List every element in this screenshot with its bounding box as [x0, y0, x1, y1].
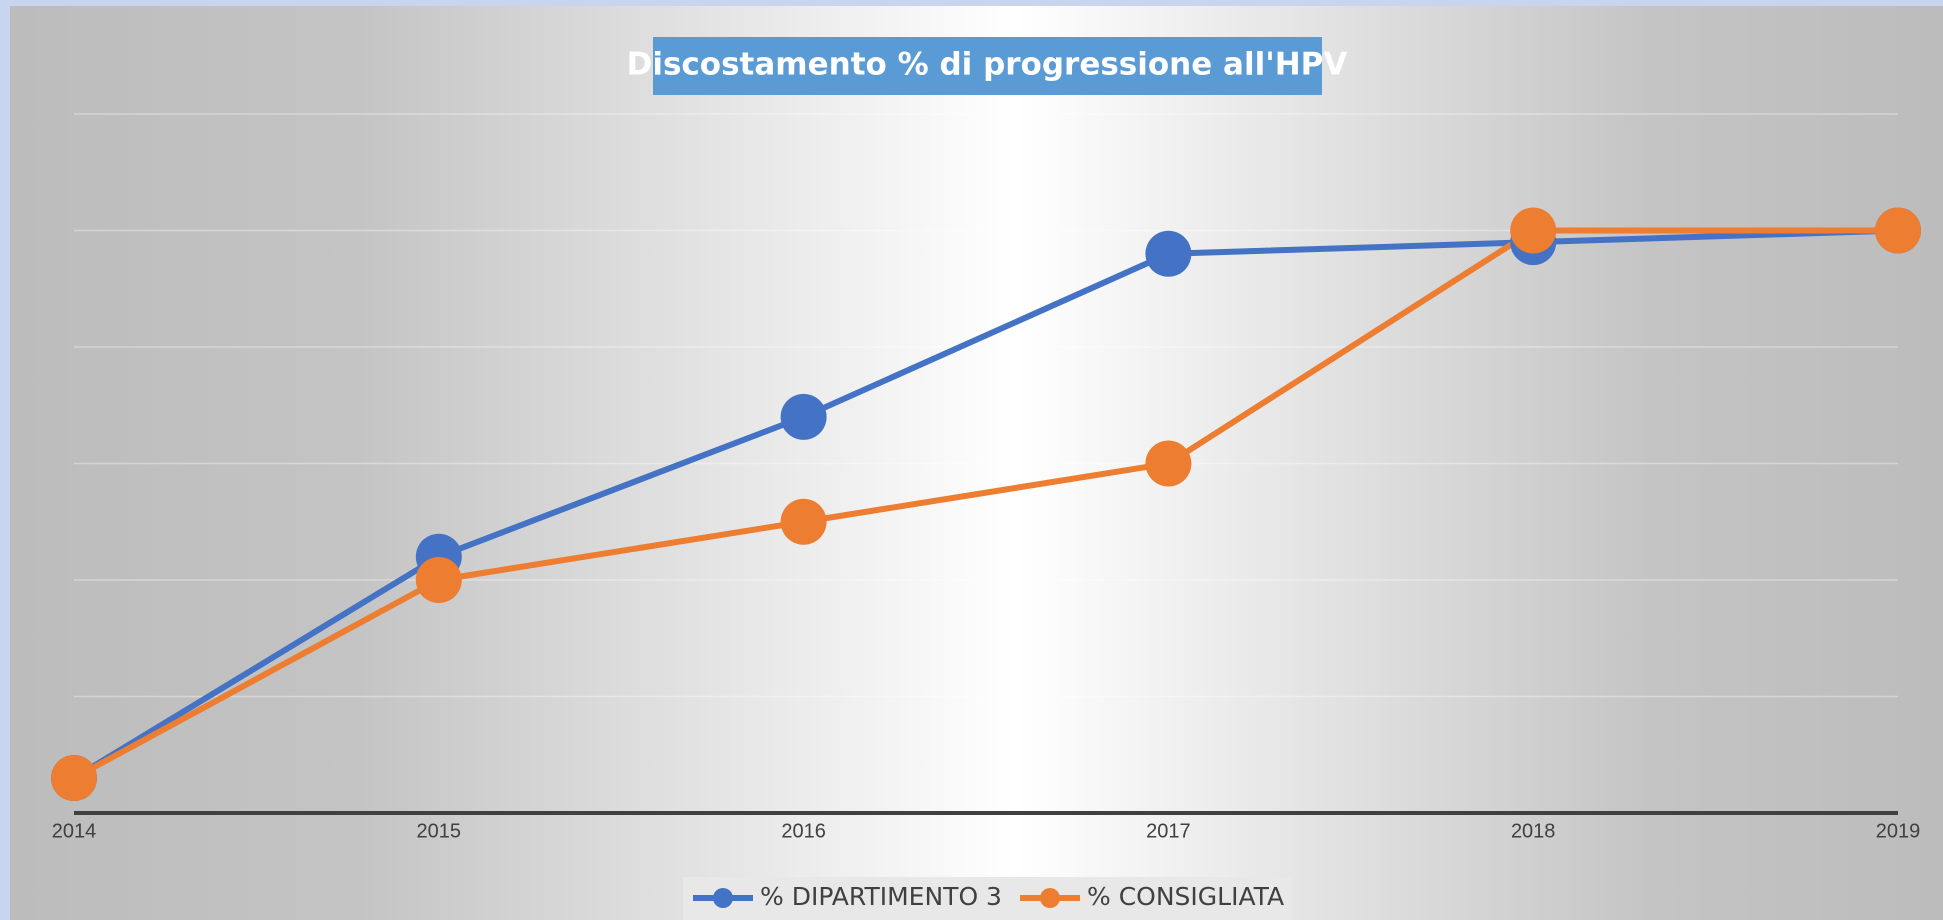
x-tick-label: 2018 [1511, 820, 1556, 842]
legend-marker [1040, 888, 1060, 908]
title-box [653, 37, 1322, 95]
legend-box [683, 877, 1291, 920]
data-point [780, 393, 827, 440]
x-tick-label: 2017 [1146, 820, 1191, 842]
x-tick-label: 2015 [417, 820, 462, 842]
data-point [1145, 230, 1192, 277]
legend-label: % CONSIGLIATA [1087, 882, 1284, 911]
plot [51, 207, 1921, 802]
series-line [72, 227, 1899, 781]
data-point [780, 498, 827, 545]
plot-background [10, 6, 1943, 920]
chart-title: Discostamento % di progressione all'HPV [627, 47, 1348, 83]
grid: 2014 2015 2016 2017 2018 2019 [52, 113, 1921, 842]
legend: % DIPARTIMENTO 3 % CONSIGLIATA [693, 882, 1284, 911]
x-tick-label: 2019 [1876, 820, 1921, 842]
data-point [51, 755, 97, 802]
data-point [1510, 207, 1557, 254]
x-tick-label: 2016 [781, 820, 826, 842]
legend-marker [713, 888, 733, 908]
data-point [415, 557, 462, 603]
legend-label: % DIPARTIMENTO 3 [760, 882, 1002, 911]
x-tick-label: 2014 [52, 820, 97, 842]
data-point [1145, 440, 1192, 487]
series-line [72, 227, 1898, 781]
data-point [1875, 207, 1921, 254]
